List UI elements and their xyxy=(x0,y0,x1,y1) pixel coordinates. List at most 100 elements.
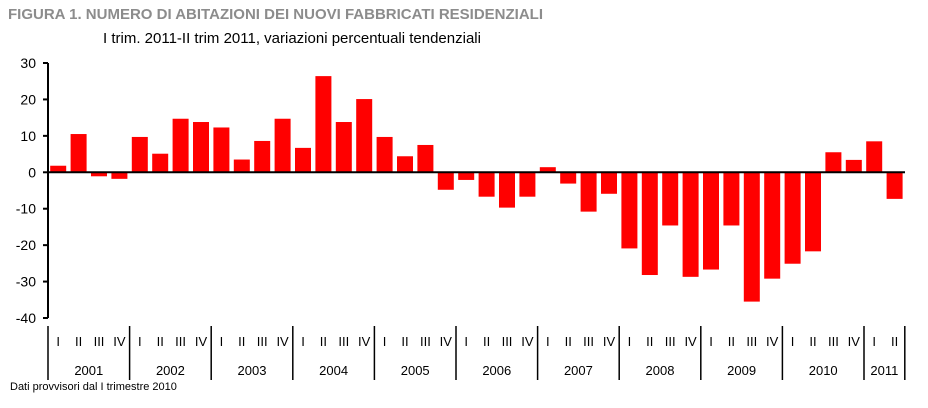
quarter-label: II xyxy=(809,334,816,349)
quarter-label: II xyxy=(238,334,245,349)
year-label: 2003 xyxy=(238,363,267,378)
quarter-label: I xyxy=(301,334,305,349)
bar xyxy=(213,127,230,173)
quarter-label: IV xyxy=(113,334,126,349)
quarter-label: I xyxy=(138,334,142,349)
bar xyxy=(335,122,352,173)
bar xyxy=(193,122,209,173)
bar xyxy=(91,172,107,177)
bar xyxy=(478,172,495,197)
year-label: 2002 xyxy=(156,363,185,378)
quarter-label: III xyxy=(94,334,105,349)
bar xyxy=(641,172,658,276)
quarter-label: III xyxy=(665,334,676,349)
bar xyxy=(274,118,291,173)
bar xyxy=(519,172,536,197)
quarter-label: II xyxy=(157,334,164,349)
quarter-label: II xyxy=(646,334,653,349)
bar xyxy=(703,172,719,270)
bar xyxy=(784,172,801,264)
y-tick-label: 20 xyxy=(20,91,36,107)
bar xyxy=(233,159,250,173)
year-label: 2007 xyxy=(564,363,593,378)
bar xyxy=(458,172,475,180)
bar xyxy=(417,144,434,173)
bar xyxy=(886,172,903,199)
quarter-label: I xyxy=(546,334,550,349)
bar xyxy=(254,140,271,173)
y-tick-label: -40 xyxy=(16,310,36,326)
quarter-label: II xyxy=(320,334,327,349)
bar xyxy=(743,172,760,302)
bar xyxy=(539,167,556,173)
quarter-label: II xyxy=(891,334,898,349)
bar xyxy=(70,134,87,173)
quarter-label: II xyxy=(728,334,735,349)
quarter-label: III xyxy=(746,334,757,349)
bar xyxy=(682,172,699,277)
quarter-label: III xyxy=(828,334,839,349)
bar xyxy=(152,153,169,173)
year-label: 2008 xyxy=(646,363,675,378)
year-label: 2001 xyxy=(74,363,103,378)
bar xyxy=(845,159,862,173)
bar xyxy=(764,172,781,279)
quarter-label: II xyxy=(565,334,572,349)
chart-note: Dati provvisori dal I trimestre 2010 xyxy=(10,381,177,393)
quarter-label: I xyxy=(383,334,387,349)
bar xyxy=(131,136,148,173)
chart-subtitle: I trim. 2011-II trim 2011, variazioni pe… xyxy=(103,30,481,47)
bar xyxy=(111,172,128,179)
quarter-label: I xyxy=(709,334,713,349)
bar xyxy=(315,76,332,173)
y-tick-label: -10 xyxy=(16,201,36,217)
quarter-label: II xyxy=(75,334,82,349)
quarter-label: I xyxy=(791,334,795,349)
year-label: 2011 xyxy=(870,363,898,378)
year-label: 2005 xyxy=(401,363,430,378)
year-label: 2010 xyxy=(809,363,838,378)
bar xyxy=(397,156,413,173)
quarter-label: III xyxy=(583,334,594,349)
y-tick-label: 10 xyxy=(20,128,36,144)
y-tick-label: -20 xyxy=(16,237,36,253)
bar xyxy=(723,172,740,226)
quarter-label: II xyxy=(401,334,408,349)
bar xyxy=(356,99,373,173)
quarter-label: I xyxy=(56,334,60,349)
y-tick-label: -30 xyxy=(16,274,36,290)
bar xyxy=(50,165,67,173)
quarter-label: IV xyxy=(276,334,289,349)
quarter-label: IV xyxy=(440,334,453,349)
quarter-label: III xyxy=(420,334,431,349)
bar xyxy=(376,136,393,173)
bar xyxy=(621,172,638,249)
chart-title: FIGURA 1. NUMERO DI ABITAZIONI DEI NUOVI… xyxy=(8,6,544,23)
quarter-label: IV xyxy=(358,334,371,349)
quarter-label: IV xyxy=(195,334,208,349)
quarter-label: III xyxy=(257,334,268,349)
bars xyxy=(50,76,903,302)
axes: I II III IV I II III IV I II III IV I II III IV I II III IV… xyxy=(16,55,906,380)
bar xyxy=(172,118,189,173)
bar xyxy=(437,172,454,190)
y-tick-label: 0 xyxy=(28,164,36,180)
year-label: 2009 xyxy=(727,363,756,378)
bar xyxy=(560,172,577,184)
bar xyxy=(499,172,515,208)
bar xyxy=(825,152,842,173)
quarter-label: IV xyxy=(848,334,861,349)
quarter-label: IV xyxy=(603,334,616,349)
quarter-label: I xyxy=(628,334,632,349)
bar xyxy=(580,172,597,212)
quarter-label: I xyxy=(872,334,876,349)
y-tick-label: 30 xyxy=(20,55,36,71)
quarter-label: IV xyxy=(521,334,534,349)
year-label: 2004 xyxy=(319,363,348,378)
bar xyxy=(295,147,311,173)
quarter-label: III xyxy=(338,334,349,349)
quarter-label: IV xyxy=(684,334,697,349)
quarter-label: IV xyxy=(766,334,779,349)
quarter-label: I xyxy=(220,334,224,349)
